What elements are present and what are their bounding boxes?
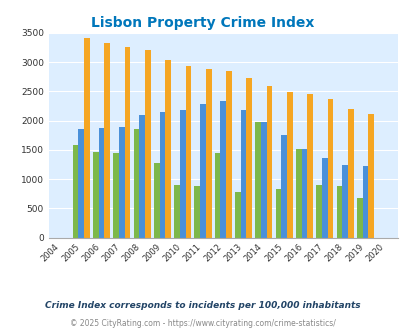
Bar xyxy=(113,153,119,238)
Text: Crime Index corresponds to incidents per 100,000 inhabitants: Crime Index corresponds to incidents per… xyxy=(45,301,360,310)
Bar xyxy=(159,112,165,238)
Bar xyxy=(98,128,104,238)
Bar xyxy=(367,114,373,238)
Bar xyxy=(153,163,159,238)
Bar xyxy=(119,126,124,238)
Bar xyxy=(266,86,272,238)
Bar xyxy=(295,149,301,238)
Bar xyxy=(145,50,150,238)
Bar xyxy=(185,66,191,238)
Bar xyxy=(234,192,240,238)
Bar xyxy=(281,135,286,238)
Bar xyxy=(179,110,185,238)
Bar xyxy=(220,101,226,238)
Bar xyxy=(347,109,353,238)
Bar xyxy=(260,122,266,238)
Bar xyxy=(275,189,281,238)
Bar xyxy=(240,110,246,238)
Bar xyxy=(327,99,333,238)
Bar xyxy=(139,115,145,238)
Bar xyxy=(341,165,347,238)
Bar xyxy=(301,149,307,238)
Bar xyxy=(133,129,139,238)
Bar xyxy=(194,186,200,238)
Bar xyxy=(336,186,341,238)
Bar xyxy=(72,145,78,238)
Bar xyxy=(165,60,171,238)
Bar xyxy=(286,92,292,238)
Bar xyxy=(356,198,362,238)
Bar xyxy=(93,152,98,238)
Bar xyxy=(255,122,260,238)
Bar xyxy=(315,185,321,238)
Text: © 2025 CityRating.com - https://www.cityrating.com/crime-statistics/: © 2025 CityRating.com - https://www.city… xyxy=(70,319,335,328)
Bar xyxy=(104,43,110,238)
Bar xyxy=(174,185,179,238)
Bar xyxy=(214,153,220,238)
Bar xyxy=(124,47,130,238)
Bar xyxy=(84,38,90,238)
Bar xyxy=(78,129,84,238)
Bar xyxy=(307,94,312,238)
Bar xyxy=(226,71,231,238)
Bar xyxy=(205,69,211,238)
Bar xyxy=(362,166,367,238)
Bar xyxy=(200,104,205,238)
Bar xyxy=(246,78,252,238)
Text: Lisbon Property Crime Index: Lisbon Property Crime Index xyxy=(91,16,314,30)
Bar xyxy=(321,157,327,238)
